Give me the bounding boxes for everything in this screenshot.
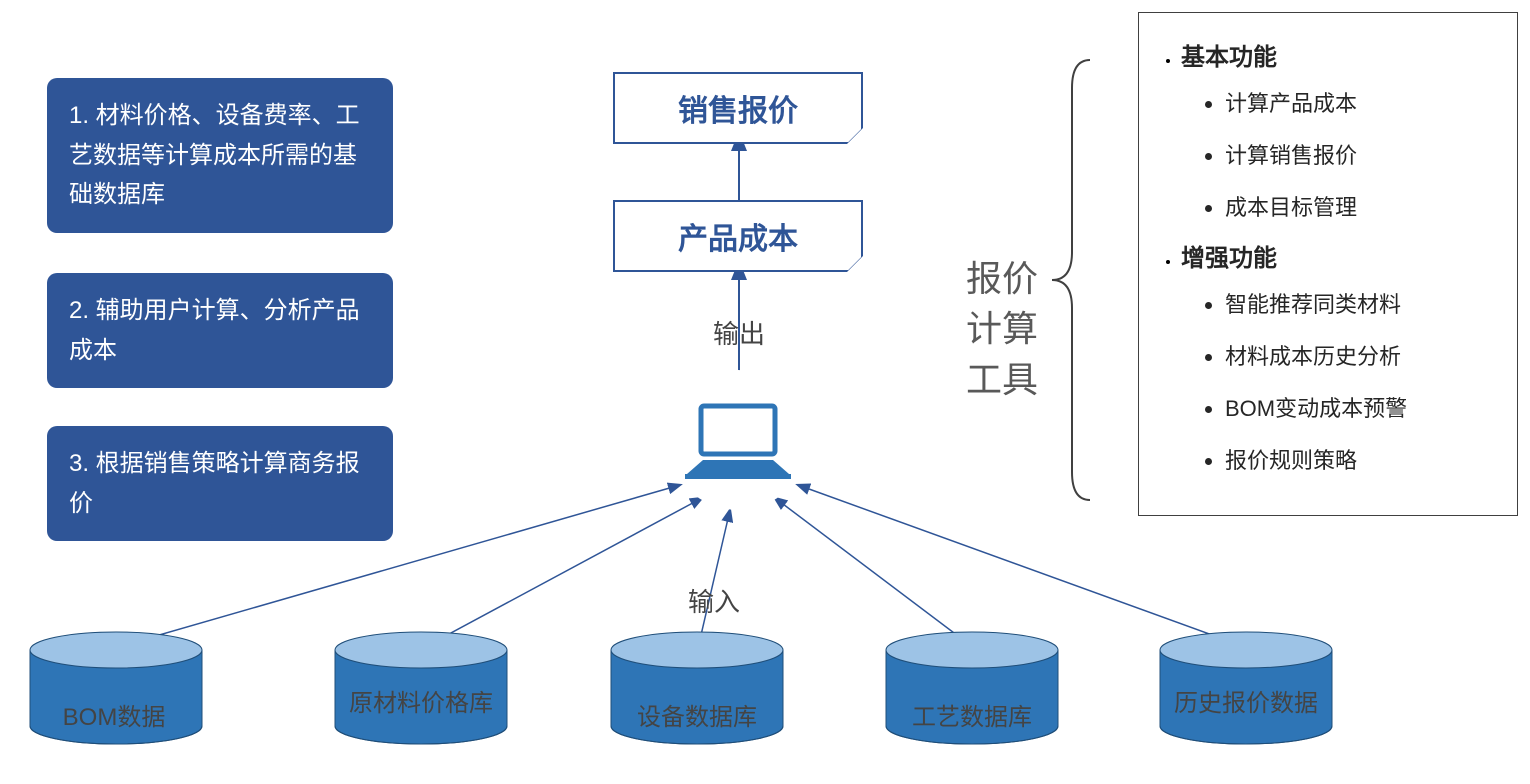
feature-item: 成本目标管理 [1225,190,1495,222]
tool-title-line: 计算 [966,304,1046,354]
desc-box-1: 1. 材料价格、设备费率、工艺数据等计算成本所需的基础数据库 [47,78,393,233]
desc-box-2: 2. 辅助用户计算、分析产品成本 [47,273,393,388]
label-input: 输入 [688,582,740,619]
feature-item: 报价规则策略 [1225,443,1495,475]
tool-title-line: 报价 [966,254,1046,304]
feature-panel: 基本功能 计算产品成本 计算销售报价 成本目标管理 增强功能 智能推荐同类材料 … [1138,12,1518,516]
tool-title: 报价 计算 工具 [966,254,1046,405]
db-label-material: 原材料价格库 [331,688,511,719]
desc-box-3: 3. 根据销售策略计算商务报价 [47,426,393,541]
db-label-equip: 设备数据库 [607,702,787,733]
db-label-process: 工艺数据库 [882,702,1062,733]
label-output: 输出 [713,314,765,351]
feature-section-title: 增强功能 [1181,238,1495,273]
feature-section-title: 基本功能 [1181,37,1495,72]
feature-item: 智能推荐同类材料 [1225,287,1495,319]
feature-item: 材料成本历史分析 [1225,339,1495,371]
db-label-history: 历史报价数据 [1156,688,1336,719]
output-box-product-cost: 产品成本 [613,200,863,272]
feature-item: 计算产品成本 [1225,86,1495,118]
output-box-sales-quote: 销售报价 [613,72,863,144]
feature-item: BOM变动成本预警 [1225,391,1495,423]
feature-item: 计算销售报价 [1225,138,1495,170]
db-label-bom: BOM数据 [24,702,204,733]
tool-title-line: 工具 [966,355,1046,405]
